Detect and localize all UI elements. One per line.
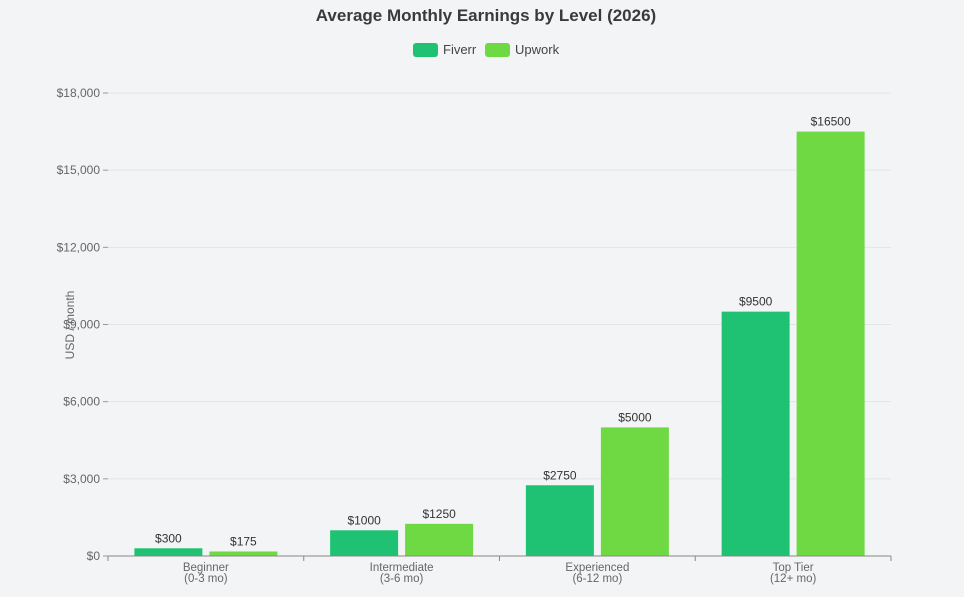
y-tick-label: $6,000 [63, 395, 100, 409]
y-tick-label: $0 [87, 549, 101, 563]
y-tick-label: $9,000 [63, 318, 100, 332]
bar-upwork [796, 131, 865, 557]
x-tick-label-line: (6-12 mo) [572, 573, 622, 585]
x-tick-label-line: (3-6 mo) [380, 573, 424, 585]
y-tick-label: $18,000 [57, 86, 101, 100]
x-tick-label-line: Experienced [565, 562, 629, 574]
legend-item-fiverr[interactable]: Fiverr [413, 42, 477, 57]
legend-label: Fiverr [443, 42, 477, 57]
x-tick-label-line: Intermediate [370, 562, 434, 574]
data-label-upwork: $16500 [811, 115, 851, 129]
y-tick-label: $3,000 [63, 472, 100, 486]
bar-fiverr [525, 485, 594, 556]
x-tick-label-line: Beginner [183, 562, 229, 574]
chart-title: Average Monthly Earnings by Level (2026) [316, 6, 656, 25]
data-labels: $300 $175 $1000 $1250 $2750 $5000 $9500 $16500 [155, 115, 851, 549]
bar-upwork [600, 427, 669, 556]
x-axis: Beginner (0-3 mo) Intermediate (3-6 mo) Expe… [107, 555, 892, 585]
legend-swatch [413, 43, 438, 57]
legend-item-upwork[interactable]: Upwork [485, 42, 560, 57]
y-axis: $0 $3,000 $6,000 $9,000 $12,000 $15,000 $18,00… [57, 86, 108, 563]
x-tick-label-line: Top Tier [773, 562, 814, 574]
legend[interactable]: Fiverr Upwork [413, 42, 560, 57]
legend-swatch [485, 43, 510, 57]
x-tick-label-line: (12+ mo) [770, 573, 817, 585]
x-tick-label: Top Tier (12+ mo) [770, 562, 817, 585]
y-tick-label: $12,000 [57, 240, 101, 254]
data-label-upwork: $1250 [422, 507, 456, 521]
bar-upwork [405, 523, 474, 556]
x-tick-label: Intermediate (3-6 mo) [370, 562, 434, 585]
bar-upwork [209, 551, 278, 556]
bar-fiverr [134, 548, 203, 556]
x-tick-label-line: (0-3 mo) [184, 573, 228, 585]
bar-fiverr [330, 530, 399, 556]
bar-fiverr [721, 311, 790, 556]
data-label-upwork: $175 [230, 534, 257, 548]
y-axis-label: USD / month [63, 291, 77, 360]
data-label-upwork: $5000 [618, 410, 652, 424]
x-tick-label: Experienced (6-12 mo) [565, 562, 629, 585]
data-label-fiverr: $1000 [347, 513, 381, 527]
data-label-fiverr: $300 [155, 531, 182, 545]
y-tick-label: $15,000 [57, 163, 101, 177]
x-tick-label: Beginner (0-3 mo) [183, 562, 229, 585]
bars [134, 131, 865, 557]
data-label-fiverr: $9500 [739, 295, 773, 309]
data-label-fiverr: $2750 [543, 468, 577, 482]
legend-label: Upwork [515, 42, 560, 57]
